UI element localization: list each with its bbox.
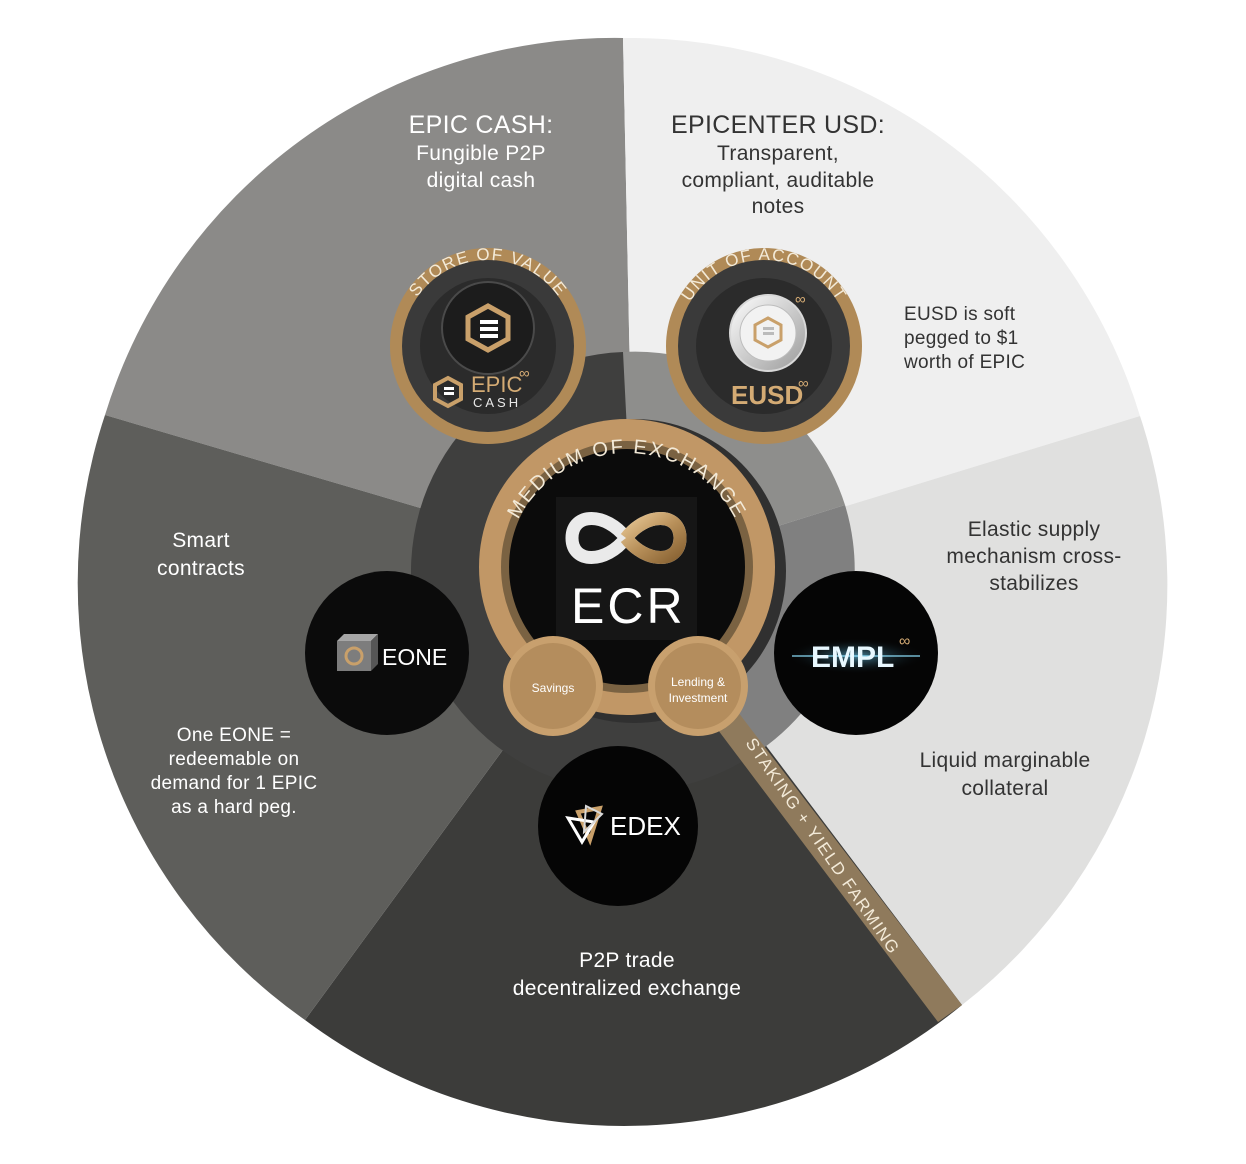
eone-line-1: One EONE = (177, 725, 291, 746)
smart-line-2: contracts (157, 557, 245, 580)
epicenter-usd-title: EPICENTER USD: (671, 111, 885, 139)
edex-emblem-icon (565, 804, 604, 846)
empl-word: EMPL (811, 641, 894, 674)
edex-coin: EDEX (538, 746, 698, 906)
edex-line-2: decentralized exchange (513, 977, 741, 1000)
eone-word: EONE (382, 644, 447, 670)
epic-cash-small-hex-icon (433, 375, 463, 409)
eusd-hex-icon (753, 316, 783, 349)
lending-label-line-2: Investment (669, 691, 728, 705)
epicenter-usd-line-1: Transparent, (717, 142, 839, 165)
epic-cash-line-2: digital cash (427, 169, 536, 192)
empl-line-3: stabilizes (989, 572, 1078, 595)
eusd-word: EUSD (731, 380, 803, 410)
epic-cash-coin: STORE OF VALUE EPIC ∞ CASH (390, 245, 586, 444)
infinity-icon (565, 512, 687, 564)
savings-circle: Savings (503, 636, 603, 736)
empl-collateral-line-2: collateral (961, 777, 1048, 800)
eone-line-4: as a hard peg. (171, 797, 297, 818)
segment-texts: EPIC CASH: Fungible P2P digital cash EPI… (151, 111, 1122, 1000)
eone-coin: EONE (305, 571, 469, 735)
lending-label-line-1: Lending & (671, 675, 725, 689)
staking-band-shape (712, 712, 962, 1022)
epic-cash-hex-icon (465, 303, 511, 353)
eusd-note-line-1: EUSD is soft (904, 304, 1016, 325)
edex-word: EDEX (610, 811, 681, 841)
epic-cash-sup: ∞ (519, 365, 530, 382)
epicenter-usd-line-2: compliant, auditable (682, 169, 875, 192)
epic-cash-sub: CASH (473, 395, 521, 410)
epic-cash-word: EPIC (471, 372, 522, 397)
eusd-word-sup: ∞ (798, 375, 809, 392)
eusd-note-line-2: pegged to $1 (904, 328, 1019, 349)
eone-cube-icon (337, 634, 378, 671)
lending-circle: Lending & Investment (648, 636, 748, 736)
ecr-word: ECR (571, 578, 686, 634)
eusd-coin: UNIT OF ACCOUNT ∞ EUSD ∞ (666, 245, 862, 444)
empl-line-1: Elastic supply (968, 518, 1101, 541)
empl-line-2: mechanism cross- (946, 545, 1121, 568)
eusd-sup: ∞ (795, 291, 806, 308)
empl-sup: ∞ (899, 633, 910, 650)
empl-collateral-line-1: Liquid marginable (920, 749, 1091, 772)
eone-line-3: demand for 1 EPIC (151, 773, 318, 794)
epic-cash-title: EPIC CASH: (409, 111, 554, 139)
smart-line-1: Smart (172, 529, 230, 552)
eone-line-2: redeemable on (169, 749, 300, 770)
epic-cash-line-1: Fungible P2P (416, 142, 546, 165)
epicenter-usd-line-3: notes (752, 195, 805, 218)
empl-coin: EMPL ∞ (774, 571, 938, 735)
edex-line-1: P2P trade (579, 949, 675, 972)
eusd-note-line-3: worth of EPIC (903, 352, 1025, 373)
savings-label: Savings (532, 681, 575, 695)
